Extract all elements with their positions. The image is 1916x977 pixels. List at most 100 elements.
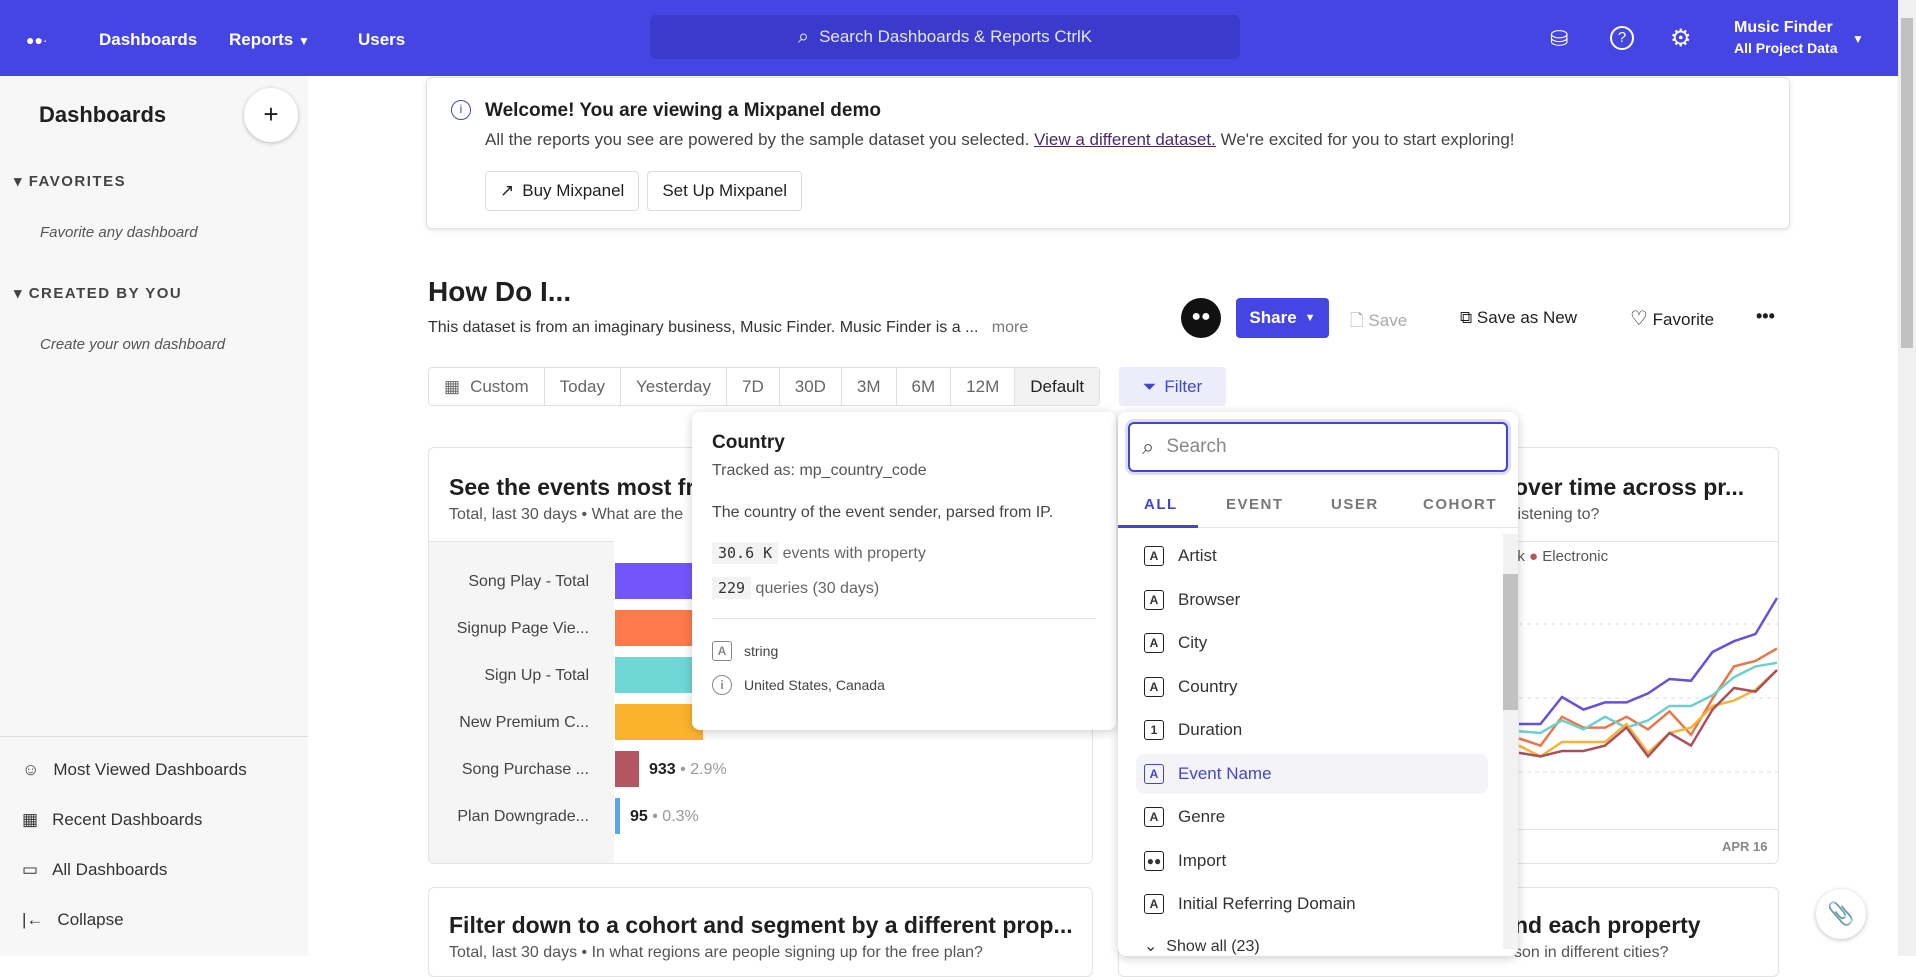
welcome-banner: i Welcome! You are viewing a Mixpanel de… bbox=[426, 77, 1790, 229]
all-dashboards[interactable]: ▭ All Dashboards bbox=[22, 860, 167, 880]
collapse-icon: |← bbox=[22, 910, 44, 929]
save-as-new-button[interactable]: ⧉ Save as New bbox=[1460, 308, 1578, 327]
property-item[interactable]: A City bbox=[1136, 623, 1488, 663]
search-icon: ⌕ bbox=[1142, 434, 1155, 459]
setup-mixpanel-button[interactable]: Set Up Mixpanel bbox=[647, 171, 803, 211]
nav-dashboards[interactable]: Dashboards bbox=[99, 30, 198, 49]
active-tab-indicator bbox=[1118, 525, 1198, 528]
property-search-input[interactable]: ⌕ Search bbox=[1128, 422, 1508, 472]
type: string bbox=[744, 643, 779, 659]
date-6m[interactable]: 6M bbox=[897, 368, 952, 405]
nav-reports-label: Reports bbox=[229, 30, 294, 49]
card-title: See the events most fre bbox=[449, 474, 708, 500]
card-cohort[interactable]: Filter down to a cohort and segment by a… bbox=[428, 887, 1093, 977]
page-scrollbar[interactable] bbox=[1898, 0, 1916, 956]
bar-value: 933 bbox=[649, 761, 676, 778]
filter-button[interactable]: ⏷ Filter bbox=[1119, 367, 1226, 406]
nav-reports[interactable]: Reports ▼ bbox=[229, 30, 310, 50]
dropdown-scrollbar[interactable] bbox=[1503, 534, 1518, 949]
project-selector[interactable]: Music Finder All Project Data bbox=[1734, 19, 1837, 56]
bar-label: Plan Downgrade... bbox=[457, 808, 589, 825]
attachment-icon[interactable]: 📎 bbox=[1816, 889, 1866, 939]
property-item[interactable]: A Genre bbox=[1136, 797, 1488, 837]
recent-dashboards[interactable]: ▦ Recent Dashboards bbox=[22, 810, 202, 830]
show-all-button[interactable]: ⌄ Show all (23) bbox=[1144, 938, 1260, 955]
date-default[interactable]: Default bbox=[1015, 368, 1100, 405]
queries-count: 229 bbox=[712, 577, 752, 599]
property-item[interactable]: A Browser bbox=[1136, 580, 1488, 620]
tab-event[interactable]: EVENT bbox=[1226, 496, 1284, 513]
filter-icon: ⏷ bbox=[1142, 376, 1157, 396]
property-type-icon: A bbox=[1144, 633, 1164, 653]
events-count: 30.6 K bbox=[712, 542, 779, 564]
avatar[interactable]: ●● bbox=[1181, 298, 1221, 338]
property-type-icon: A bbox=[1144, 676, 1164, 697]
buy-mixpanel-button[interactable]: ↗ Buy Mixpanel bbox=[485, 171, 640, 211]
tab-cohort[interactable]: COHORT bbox=[1423, 496, 1497, 513]
favorites-empty: Favorite any dashboard bbox=[40, 224, 198, 241]
date-7d[interactable]: 7D bbox=[727, 368, 780, 405]
database-icon[interactable]: ⛁ bbox=[1550, 26, 1569, 51]
tab-user[interactable]: USER bbox=[1331, 496, 1379, 513]
property-item[interactable]: A Initial Referring Domain bbox=[1136, 884, 1488, 924]
bar-label: New Premium C... bbox=[459, 714, 589, 731]
global-search-input[interactable]: ⌕ Search Dashboards & Reports CtrlK bbox=[650, 15, 1240, 59]
bar[interactable] bbox=[615, 798, 620, 834]
sidebar-title: Dashboards bbox=[39, 102, 167, 127]
date-30d[interactable]: 30D bbox=[780, 368, 842, 405]
property-type-icon: A bbox=[1144, 763, 1164, 784]
date-today[interactable]: Today bbox=[545, 368, 622, 405]
property-label: Event Name bbox=[1178, 763, 1272, 783]
search-placeholder: Search Dashboards & Reports CtrlK bbox=[819, 27, 1093, 46]
t1: All the reports you see are powered by t… bbox=[485, 130, 1030, 149]
save-button[interactable]: 🗋 Save bbox=[1350, 311, 1408, 330]
mixpanel-logo-icon[interactable]: ●●· bbox=[26, 32, 48, 48]
search-icon: ⌕ bbox=[797, 25, 810, 48]
more-link[interactable]: more bbox=[991, 319, 1029, 336]
label: Save bbox=[1368, 311, 1408, 330]
property-item[interactable]: A Event Name bbox=[1136, 753, 1488, 794]
bar-value: 95 bbox=[630, 808, 648, 825]
banner-title: Welcome! You are viewing a Mixpanel demo bbox=[485, 100, 881, 121]
legend-electronic[interactable]: Electronic bbox=[1542, 548, 1609, 565]
gear-icon[interactable]: ⚙ bbox=[1670, 25, 1692, 52]
chevron-down-icon[interactable]: ▼ bbox=[1852, 32, 1864, 46]
share-button[interactable]: Share ▼ bbox=[1236, 298, 1329, 338]
property-item[interactable]: ●● Import bbox=[1136, 841, 1488, 881]
property-item[interactable]: 1 Duration bbox=[1136, 710, 1488, 750]
placeholder: Search bbox=[1166, 436, 1227, 457]
property-item[interactable]: A Artist bbox=[1136, 536, 1488, 576]
created-label: CREATED BY YOU bbox=[28, 285, 183, 302]
collapse-button[interactable]: |← Collapse bbox=[22, 910, 124, 930]
bar[interactable] bbox=[615, 751, 639, 787]
t2: We're excited for you to start exploring… bbox=[1220, 130, 1515, 149]
calendar-icon: ▦ bbox=[444, 376, 461, 396]
date-yesterday[interactable]: Yesterday bbox=[621, 368, 727, 405]
nav-users[interactable]: Users bbox=[358, 30, 406, 49]
property-item[interactable]: A Country bbox=[1136, 667, 1488, 707]
bar[interactable] bbox=[615, 704, 703, 740]
property-label: Country bbox=[1178, 676, 1238, 696]
x-tick-label: APR 16 bbox=[1722, 839, 1768, 854]
property-dropdown: ⌕ Search ALL EVENT USER COHORT A Artist A Br… bbox=[1118, 412, 1518, 956]
label: Buy Mixpanel bbox=[522, 181, 625, 200]
add-dashboard-button[interactable]: + bbox=[244, 88, 298, 142]
label: Save as New bbox=[1476, 308, 1578, 327]
date-3m[interactable]: 3M bbox=[842, 368, 897, 405]
favorite-button[interactable]: ♡ Favorite bbox=[1630, 306, 1714, 331]
most-viewed-dashboards[interactable]: ☺ Most Viewed Dashboards bbox=[22, 760, 247, 780]
created-section[interactable]: ▾ CREATED BY YOU bbox=[14, 285, 183, 302]
card-subtitle: son in different cities? bbox=[1514, 944, 1669, 961]
date-12m[interactable]: 12M bbox=[951, 368, 1016, 405]
more-options-icon[interactable]: ••• bbox=[1756, 306, 1775, 326]
events-label: events with property bbox=[782, 545, 926, 562]
favorites-section[interactable]: ▾ FAVORITES bbox=[14, 173, 127, 190]
card-subtitle: listening to? bbox=[1514, 506, 1600, 523]
tab-all[interactable]: ALL bbox=[1144, 496, 1178, 513]
favorites-label: FAVORITES bbox=[28, 173, 127, 190]
help-icon[interactable]: ? bbox=[1610, 26, 1634, 50]
view-dataset-link[interactable]: View a different dataset. bbox=[1034, 130, 1216, 149]
sidebar: Dashboards + ▾ FAVORITES Favorite any da… bbox=[0, 76, 308, 956]
date-custom[interactable]: ▦ Custom bbox=[429, 368, 545, 405]
property-label: City bbox=[1178, 633, 1208, 652]
